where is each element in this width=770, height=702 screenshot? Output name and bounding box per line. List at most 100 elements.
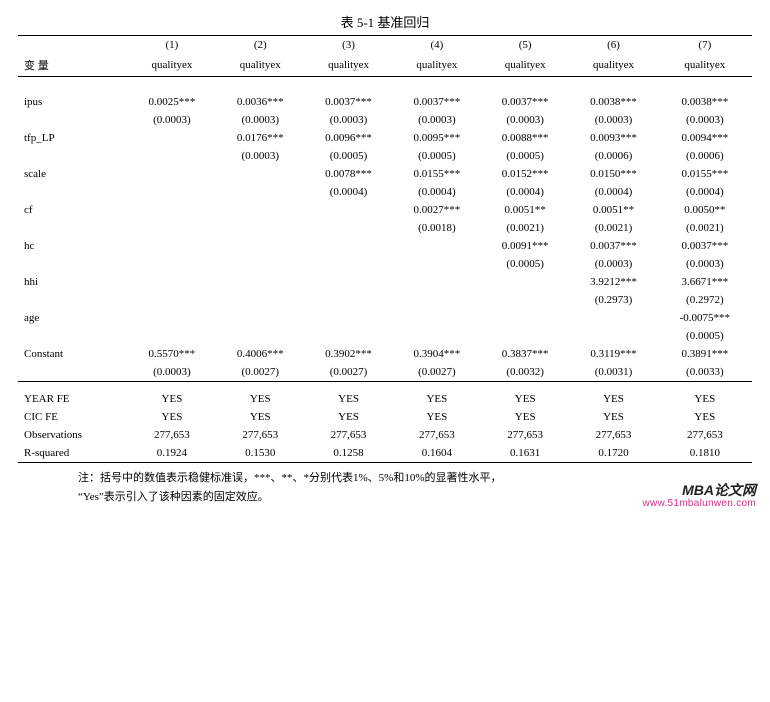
cell-value: 3.6671*** xyxy=(658,273,752,291)
footer-row: Observations277,653277,653277,653277,653… xyxy=(18,426,752,444)
cell-value xyxy=(481,291,569,309)
cell-value: 0.0096*** xyxy=(304,129,392,147)
cell-value: 277,653 xyxy=(393,426,481,444)
cell-value: 0.0094*** xyxy=(658,129,752,147)
spacer-row xyxy=(18,77,752,94)
cell-value: (0.0005) xyxy=(481,255,569,273)
cell-value xyxy=(128,291,216,309)
cell-value xyxy=(304,309,392,327)
cell-value xyxy=(304,327,392,345)
cell-value: 277,653 xyxy=(569,426,657,444)
cell-value: 0.0037*** xyxy=(481,93,569,111)
watermark: MBA论文网 www.51mbalunwen.com xyxy=(642,482,756,511)
cell-value: 0.3904*** xyxy=(393,345,481,363)
row-label xyxy=(18,111,128,129)
cell-value xyxy=(304,255,392,273)
cell-value: 0.3891*** xyxy=(658,345,752,363)
cell-value: (0.0006) xyxy=(658,147,752,165)
coef-row: age-0.0075*** xyxy=(18,309,752,327)
row-label xyxy=(18,147,128,165)
cell-value xyxy=(393,309,481,327)
cell-value xyxy=(216,237,304,255)
footer-row: R-squared0.19240.15300.12580.16040.16310… xyxy=(18,444,752,463)
cell-value: YES xyxy=(304,408,392,426)
cell-value: 277,653 xyxy=(481,426,569,444)
cell-value xyxy=(481,327,569,345)
cell-value: (0.0004) xyxy=(481,183,569,201)
cell-value: (0.0006) xyxy=(569,147,657,165)
cell-value xyxy=(128,183,216,201)
cell-value xyxy=(304,201,392,219)
cell-value: (0.0005) xyxy=(393,147,481,165)
cell-value xyxy=(128,147,216,165)
cell-value xyxy=(304,219,392,237)
cell-value: 0.0150*** xyxy=(569,165,657,183)
cell-value xyxy=(569,327,657,345)
cell-value: (0.0004) xyxy=(304,183,392,201)
cell-value: 0.0152*** xyxy=(481,165,569,183)
cell-value xyxy=(128,129,216,147)
footer-row: YEAR FEYESYESYESYESYESYESYES xyxy=(18,390,752,408)
cell-value: YES xyxy=(569,408,657,426)
cell-value: (0.0004) xyxy=(569,183,657,201)
cell-value: YES xyxy=(658,408,752,426)
cell-value: (0.0018) xyxy=(393,219,481,237)
cell-value xyxy=(128,255,216,273)
header-row-numbers: (1) (2) (3) (4) (5) (6) (7) xyxy=(18,36,752,55)
cell-value xyxy=(216,273,304,291)
cell-value xyxy=(304,237,392,255)
cell-value: (0.0021) xyxy=(569,219,657,237)
coef-row: scale0.0078***0.0155***0.0152***0.0150**… xyxy=(18,165,752,183)
cell-value: 0.0037*** xyxy=(658,237,752,255)
cell-value xyxy=(216,327,304,345)
cell-value: 0.0038*** xyxy=(569,93,657,111)
cell-value: 277,653 xyxy=(216,426,304,444)
se-row: (0.0018)(0.0021)(0.0021)(0.0021) xyxy=(18,219,752,237)
cell-value xyxy=(393,255,481,273)
cell-value: YES xyxy=(569,390,657,408)
cell-value: (0.2972) xyxy=(658,291,752,309)
cell-value xyxy=(569,309,657,327)
cell-value: 0.0091*** xyxy=(481,237,569,255)
row-label: hhi xyxy=(18,273,128,291)
cell-value: (0.0003) xyxy=(393,111,481,129)
cell-value: YES xyxy=(481,408,569,426)
cell-value: 0.0095*** xyxy=(393,129,481,147)
se-row: (0.2973)(0.2972) xyxy=(18,291,752,309)
coef-row: cf0.0027***0.0051**0.0051**0.0050** xyxy=(18,201,752,219)
cell-value: (0.0027) xyxy=(304,363,392,382)
row-label: tfp_LP xyxy=(18,129,128,147)
cell-value: (0.0021) xyxy=(658,219,752,237)
cell-value: (0.0027) xyxy=(393,363,481,382)
cell-value: 0.3119*** xyxy=(569,345,657,363)
cell-value: YES xyxy=(128,390,216,408)
coef-row: ipus0.0025***0.0036***0.0037***0.0037***… xyxy=(18,93,752,111)
se-row: (0.0005) xyxy=(18,327,752,345)
se-row: (0.0005)(0.0003)(0.0003) xyxy=(18,255,752,273)
cell-value: 0.1924 xyxy=(128,444,216,463)
cell-value xyxy=(216,309,304,327)
cell-value xyxy=(481,309,569,327)
row-label xyxy=(18,363,128,382)
cell-value: 0.0155*** xyxy=(658,165,752,183)
coef-row: hhi 3.9212***3.6671*** xyxy=(18,273,752,291)
watermark-url: www.51mbalunwen.com xyxy=(642,498,756,510)
cell-value: 0.1604 xyxy=(393,444,481,463)
cell-value xyxy=(304,273,392,291)
coef-row: Constant0.5570***0.4006***0.3902***0.390… xyxy=(18,345,752,363)
cell-value: 0.1631 xyxy=(481,444,569,463)
cell-value: (0.0003) xyxy=(128,111,216,129)
cell-value: (0.0003) xyxy=(128,363,216,382)
cell-value: 0.0050** xyxy=(658,201,752,219)
cell-value: 0.0093*** xyxy=(569,129,657,147)
cell-value xyxy=(128,327,216,345)
cell-value: (0.0027) xyxy=(216,363,304,382)
cell-value: YES xyxy=(481,390,569,408)
cell-value: 3.9212*** xyxy=(569,273,657,291)
cell-value: (0.0004) xyxy=(658,183,752,201)
cell-value: 0.0036*** xyxy=(216,93,304,111)
cell-value: -0.0075*** xyxy=(658,309,752,327)
cell-value xyxy=(128,165,216,183)
coef-row: tfp_LP0.0176***0.0096***0.0095***0.0088*… xyxy=(18,129,752,147)
row-label: CIC FE xyxy=(18,408,128,426)
